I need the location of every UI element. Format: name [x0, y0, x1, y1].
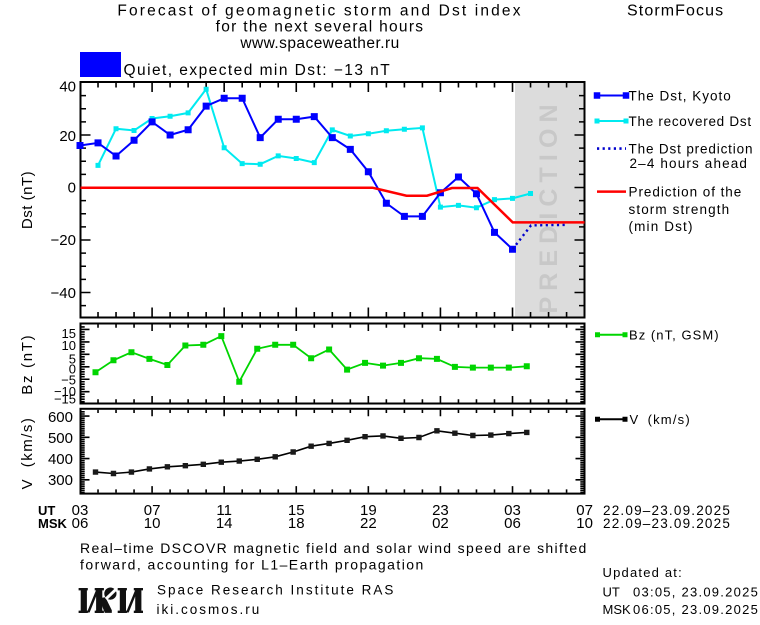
svg-text:Forecast of geomagnetic storm: Forecast of geomagnetic storm and Dst in… [117, 2, 522, 19]
svg-text:07: 07 [144, 502, 161, 519]
svg-text:03: 03 [504, 502, 521, 519]
svg-text:10: 10 [144, 515, 161, 532]
svg-text:(min Dst): (min Dst) [629, 219, 694, 234]
svg-text:V (km/s): V (km/s) [630, 412, 691, 427]
svg-text:06:05, 23.09.2025: 06:05, 23.09.2025 [633, 602, 759, 617]
svg-text:StormFocus: StormFocus [627, 3, 724, 20]
svg-text:06: 06 [72, 515, 89, 532]
svg-text:UT: UT [603, 584, 620, 599]
svg-text:Space Research Institute RAS: Space Research Institute RAS [157, 582, 395, 597]
svg-text:Bz (nT, GSM): Bz (nT, GSM) [629, 328, 720, 343]
svg-text:10: 10 [576, 515, 593, 532]
svg-text:−40: −40 [51, 285, 76, 302]
svg-text:Real–time DSCOVR magnetic fiel: Real–time DSCOVR magnetic field and sola… [80, 540, 588, 556]
svg-text:06: 06 [504, 515, 521, 532]
svg-text:−20: −20 [51, 232, 76, 249]
svg-text:Quiet, expected min Dst: −13 n: Quiet, expected min Dst: −13 nT [124, 62, 392, 79]
svg-text:The Dst, Kyoto: The Dst, Kyoto [629, 88, 732, 103]
svg-text:The recovered Dst: The recovered Dst [629, 114, 752, 129]
svg-text:V (km/s): V (km/s) [19, 417, 36, 490]
svg-text:18: 18 [288, 515, 305, 532]
svg-text:23: 23 [432, 502, 449, 519]
svg-text:40: 40 [59, 79, 76, 96]
svg-text:02: 02 [432, 515, 449, 532]
svg-text:20: 20 [59, 128, 76, 145]
svg-text:22: 22 [360, 515, 377, 532]
svg-text:03: 03 [72, 502, 89, 519]
svg-text:03:05, 23.09.2025: 03:05, 23.09.2025 [633, 584, 759, 599]
svg-text:0: 0 [68, 180, 76, 197]
svg-text:Dst (nT): Dst (nT) [19, 171, 36, 229]
svg-text:The Dst prediction: The Dst prediction [629, 141, 754, 156]
svg-text:PREDICTION: PREDICTION [535, 98, 563, 313]
svg-text:600: 600 [48, 409, 73, 426]
svg-text:300: 300 [48, 472, 73, 489]
svg-text:−15: −15 [54, 392, 76, 407]
svg-text:11: 11 [216, 502, 232, 519]
svg-text:5: 5 [69, 352, 76, 367]
svg-text:www.spaceweather.ru: www.spaceweather.ru [239, 35, 399, 52]
svg-text:forward, accounting for L1–Ear: forward, accounting for L1–Earth propaga… [80, 557, 425, 573]
svg-text:MSK: MSK [603, 602, 632, 617]
svg-text:storm strength: storm strength [629, 202, 731, 217]
svg-text:500: 500 [48, 430, 73, 447]
svg-text:−5: −5 [61, 373, 76, 388]
svg-text:400: 400 [48, 451, 73, 468]
svg-text:19: 19 [360, 502, 377, 519]
svg-text:iki.cosmos.ru: iki.cosmos.ru [157, 602, 262, 617]
svg-text:22.09–23.09.2025: 22.09–23.09.2025 [603, 503, 731, 518]
svg-text:22.09–23.09.2025: 22.09–23.09.2025 [603, 516, 731, 531]
svg-text:2–4 hours ahead: 2–4 hours ahead [630, 156, 749, 171]
svg-text:Prediction of the: Prediction of the [629, 184, 743, 199]
svg-text:10: 10 [62, 338, 76, 353]
svg-text:07: 07 [576, 502, 593, 519]
svg-text:15: 15 [288, 502, 305, 519]
svg-text:UT: UT [38, 503, 55, 518]
svg-text:−10: −10 [54, 384, 76, 399]
svg-text:Updated at:: Updated at: [603, 565, 683, 580]
svg-text:for the next several hours: for the next several hours [216, 19, 425, 36]
svg-text:15: 15 [62, 326, 76, 341]
svg-text:0: 0 [69, 361, 76, 376]
svg-text:14: 14 [216, 515, 233, 532]
svg-text:Bz (nT): Bz (nT) [19, 334, 36, 395]
svg-text:MSK: MSK [38, 516, 68, 531]
